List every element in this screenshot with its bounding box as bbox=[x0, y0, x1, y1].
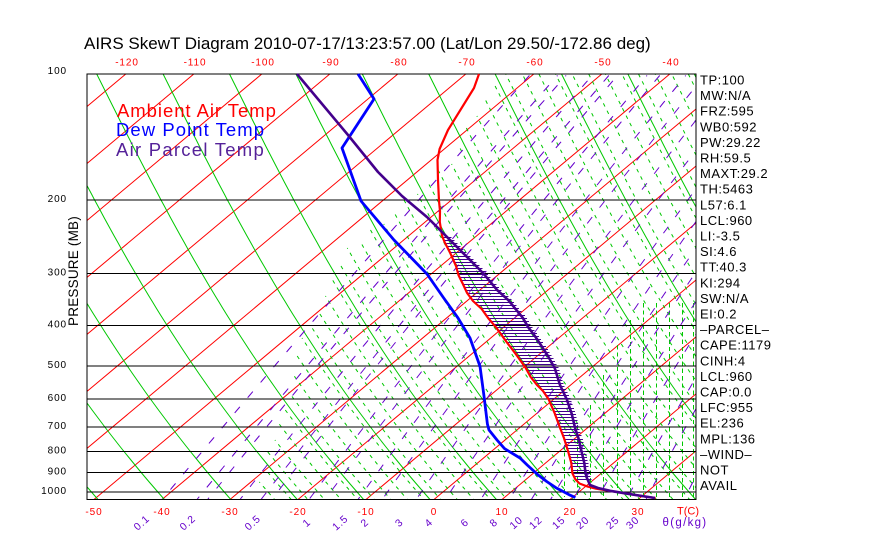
svg-text:MW:N/A: MW:N/A bbox=[700, 88, 751, 103]
svg-text:-50: -50 bbox=[85, 507, 102, 518]
svg-text:-40: -40 bbox=[153, 507, 170, 518]
svg-text:500: 500 bbox=[48, 360, 67, 371]
svg-text:AVAIL: AVAIL bbox=[700, 478, 737, 493]
svg-text:PW:29.22: PW:29.22 bbox=[700, 135, 761, 150]
svg-text:PRESSURE (MB): PRESSURE (MB) bbox=[66, 216, 81, 326]
svg-text:-50: -50 bbox=[594, 58, 611, 69]
svg-text:–PARCEL–: –PARCEL– bbox=[700, 322, 770, 337]
svg-text:EI:0.2: EI:0.2 bbox=[700, 307, 737, 322]
svg-text:-80: -80 bbox=[390, 58, 407, 69]
svg-text:300: 300 bbox=[48, 267, 67, 278]
svg-text:10: 10 bbox=[496, 507, 509, 518]
svg-text:TH:5463: TH:5463 bbox=[700, 182, 753, 197]
svg-text:700: 700 bbox=[48, 421, 67, 432]
svg-text:0: 0 bbox=[431, 507, 437, 518]
svg-text:WB0:592: WB0:592 bbox=[700, 119, 757, 134]
svg-text:-60: -60 bbox=[526, 58, 543, 69]
svg-text:200: 200 bbox=[48, 194, 67, 205]
svg-text:TT:40.3: TT:40.3 bbox=[700, 260, 747, 275]
svg-text:-90: -90 bbox=[322, 58, 339, 69]
svg-text:100: 100 bbox=[48, 66, 67, 77]
svg-text:NOT: NOT bbox=[700, 463, 729, 478]
svg-text:CAP:0.0: CAP:0.0 bbox=[700, 385, 752, 400]
svg-text:LCL:960: LCL:960 bbox=[700, 369, 753, 384]
svg-text:800: 800 bbox=[48, 445, 67, 456]
svg-text:TP:100: TP:100 bbox=[700, 73, 745, 88]
svg-text:Ambient Air Temp: Ambient Air Temp bbox=[117, 100, 277, 121]
svg-text:Dew Point Temp: Dew Point Temp bbox=[116, 119, 265, 140]
svg-text:-20: -20 bbox=[289, 507, 306, 518]
svg-text:T(C): T(C) bbox=[677, 506, 699, 518]
svg-text:Air Parcel Temp: Air Parcel Temp bbox=[116, 139, 265, 160]
svg-text:MAXT:29.2: MAXT:29.2 bbox=[700, 166, 768, 181]
svg-text:1000: 1000 bbox=[41, 486, 67, 497]
svg-text:–WIND–: –WIND– bbox=[700, 447, 752, 462]
svg-text:RH:59.5: RH:59.5 bbox=[700, 151, 751, 166]
svg-text:-110: -110 bbox=[184, 58, 207, 69]
svg-text:θ(g/kg): θ(g/kg) bbox=[663, 517, 708, 529]
svg-text:-30: -30 bbox=[221, 507, 238, 518]
svg-text:KI:294: KI:294 bbox=[700, 275, 741, 290]
svg-text:L57:6.1: L57:6.1 bbox=[700, 197, 747, 212]
svg-text:SW:N/A: SW:N/A bbox=[700, 291, 749, 306]
svg-text:EL:236: EL:236 bbox=[700, 416, 744, 431]
svg-text:CAPE:1179: CAPE:1179 bbox=[700, 338, 771, 353]
svg-text:CINH:4: CINH:4 bbox=[700, 353, 746, 368]
svg-text:-70: -70 bbox=[458, 58, 475, 69]
svg-text:-100: -100 bbox=[251, 58, 275, 69]
svg-text:-40: -40 bbox=[662, 58, 679, 69]
svg-text:AIRS SkewT Diagram 2010-07-17/: AIRS SkewT Diagram 2010-07-17/13:23:57.0… bbox=[84, 34, 651, 53]
svg-text:400: 400 bbox=[48, 320, 67, 331]
svg-text:SI:4.6: SI:4.6 bbox=[700, 244, 737, 259]
svg-text:LCL:960: LCL:960 bbox=[700, 213, 753, 228]
svg-text:30: 30 bbox=[632, 507, 645, 518]
svg-text:-120: -120 bbox=[115, 58, 139, 69]
svg-text:LI:-3.5: LI:-3.5 bbox=[700, 229, 740, 244]
svg-text:FRZ:595: FRZ:595 bbox=[700, 104, 754, 119]
svg-text:20: 20 bbox=[564, 507, 577, 518]
svg-text:MPL:136: MPL:136 bbox=[700, 431, 756, 446]
svg-text:600: 600 bbox=[48, 393, 67, 404]
svg-text:-10: -10 bbox=[357, 507, 374, 518]
svg-text:LFC:955: LFC:955 bbox=[700, 400, 753, 415]
svg-text:900: 900 bbox=[48, 467, 67, 478]
